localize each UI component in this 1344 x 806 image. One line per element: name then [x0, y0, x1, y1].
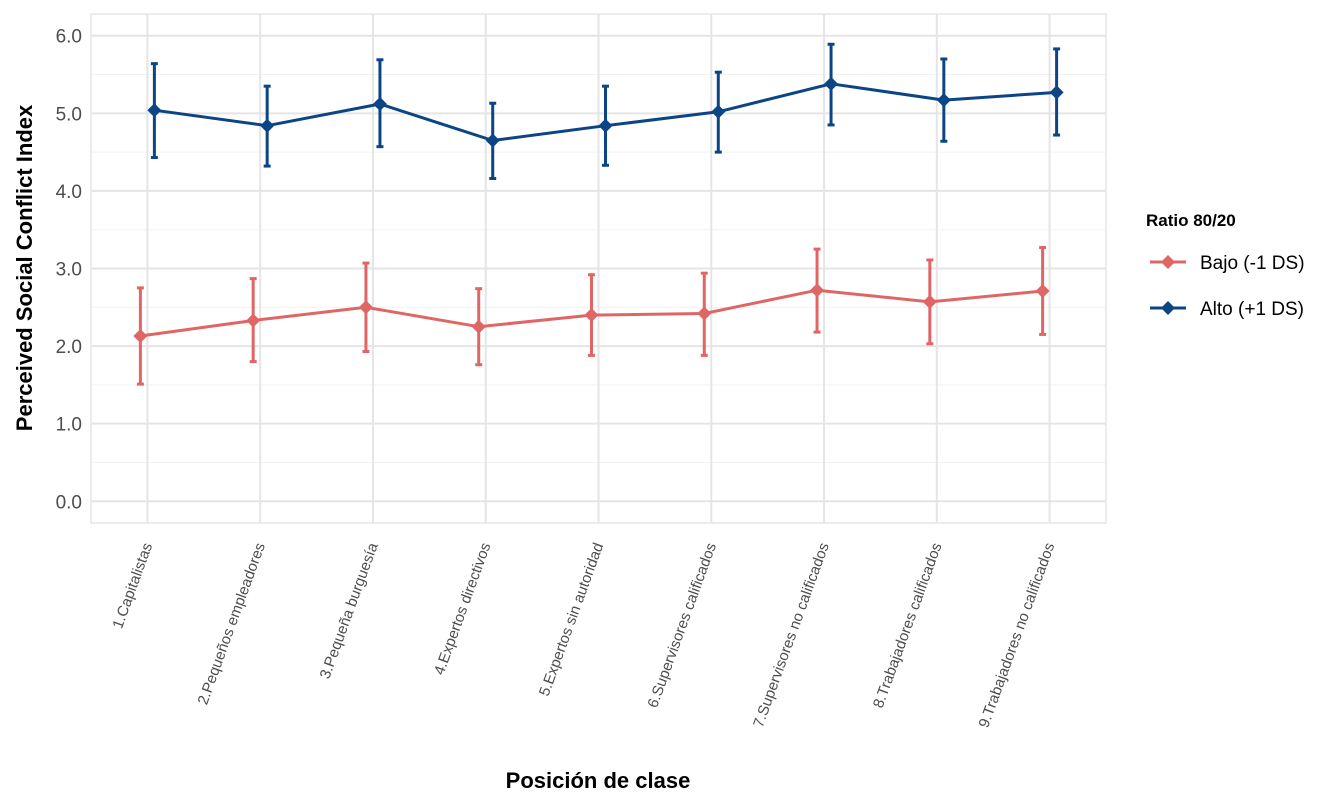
x-tick-label: 1.Capitalistas [109, 541, 156, 631]
legend-label: Bajo (-1 DS) [1200, 253, 1305, 274]
x-tick-label: 8.Trabajadores calificados [870, 541, 946, 711]
x-tick-labels: 1.Capitalistas 2.Pequeños empleadores 3.Pe… [109, 540, 1058, 730]
legend-key-point [1161, 301, 1175, 315]
legend: Ratio 80/20 Bajo (-1 DS) Alto (+1 DS) [1146, 211, 1305, 320]
panel-border [90, 13, 1107, 524]
grid [91, 14, 1106, 523]
data-point [711, 104, 726, 119]
data-point [598, 118, 613, 133]
data-point [372, 97, 387, 112]
data-point [922, 294, 937, 309]
x-tick-label: 9.Trabajadores no calificados [976, 541, 1059, 730]
y-tick-label: 3.0 [56, 260, 82, 281]
series-layer [133, 42, 1064, 386]
data-point [471, 319, 486, 334]
y-axis-title: Perceived Social Conflict Index [12, 104, 37, 431]
data-point [147, 103, 162, 118]
data-point [1049, 85, 1064, 100]
legend-key-point [1161, 255, 1175, 269]
x-tick-label: 4.Expertos directivos [431, 541, 495, 678]
x-axis-title: Posición de clase [506, 768, 691, 793]
y-tick-labels: 0.0 1.0 2.0 3.0 4.0 5.0 6.0 [56, 27, 82, 514]
data-point [824, 76, 839, 91]
y-tick-label: 1.0 [56, 415, 82, 436]
data-point [358, 300, 373, 315]
y-tick-label: 5.0 [56, 104, 82, 125]
series-1 [133, 246, 1050, 386]
data-point [584, 308, 599, 323]
x-tick-label: 7.Supervisores no calificados [750, 541, 833, 730]
series-2 [147, 42, 1064, 180]
legend-title: Ratio 80/20 [1146, 211, 1236, 230]
x-tick-label: 6.Supervisores calificados [644, 541, 720, 711]
data-point [1035, 284, 1050, 299]
x-tick-label: 3.Pequeña burguesía [317, 540, 382, 681]
legend-item: Bajo (-1 DS) [1150, 253, 1305, 274]
x-tick-label: 5.Expertos sin autoridad [536, 541, 607, 699]
data-point [133, 329, 148, 344]
data-point [260, 118, 275, 133]
legend-label: Alto (+1 DS) [1200, 299, 1304, 320]
data-point [810, 283, 825, 298]
x-tick-label: 2.Pequeños empleadores [194, 541, 268, 707]
y-tick-label: 6.0 [56, 27, 82, 48]
data-point [246, 313, 261, 328]
y-tick-label: 0.0 [56, 492, 82, 513]
y-tick-label: 4.0 [56, 182, 82, 203]
y-tick-label: 2.0 [56, 337, 82, 358]
data-point [485, 133, 500, 148]
data-point [697, 306, 712, 321]
data-point [936, 93, 951, 108]
legend-item: Alto (+1 DS) [1150, 299, 1304, 320]
